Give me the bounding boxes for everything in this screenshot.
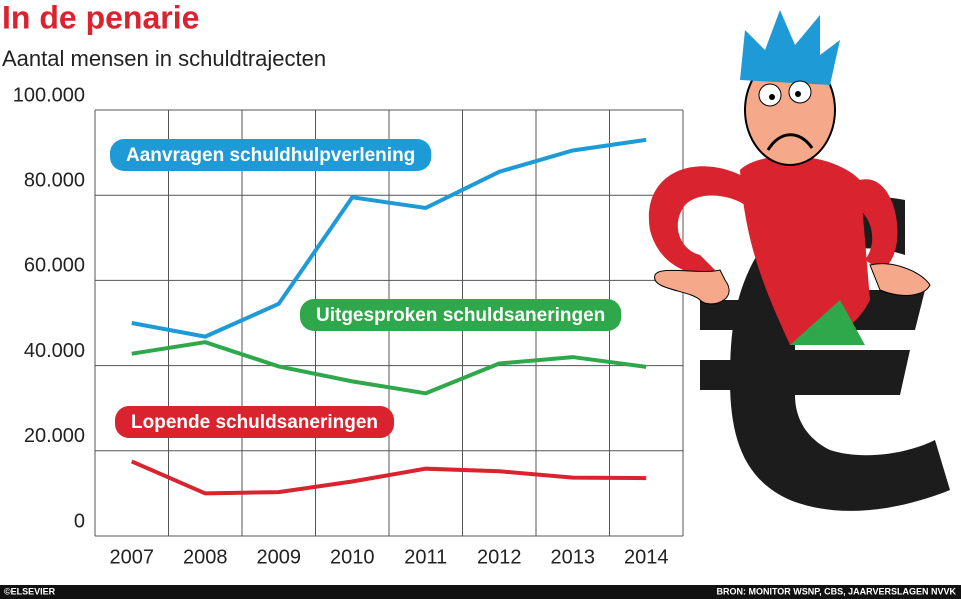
series-line (130, 459, 647, 496)
chart-title: In de penarie (2, 0, 199, 35)
y-tick-label: 60.000 (24, 255, 85, 277)
y-tick-label: 20.000 (24, 425, 85, 447)
legend-pill (110, 139, 432, 171)
y-tick-label: 100.000 (13, 84, 85, 106)
credit: ©ELSEVIER (4, 586, 56, 596)
legend-label: Lopende schuldsaneringen (131, 412, 378, 433)
y-tick-label: 0 (74, 510, 85, 532)
series-line (131, 137, 647, 339)
source: BRON: MONITOR WSNP, CBS, JAARVERSLAGEN N… (716, 586, 956, 596)
x-tick-label: 2008 (183, 546, 228, 568)
x-tick-label: 2010 (330, 546, 375, 568)
legend-pill (300, 299, 622, 331)
chart-subtitle: Aantal mensen in schuldtrajecten (2, 46, 326, 71)
legend-label: Aanvragen schuldhulpverlening (126, 145, 415, 166)
x-tick-label: 2009 (257, 546, 302, 568)
illustration (648, 10, 950, 511)
y-tick-label: 40.000 (24, 340, 85, 362)
y-tick-label: 80.000 (24, 169, 85, 191)
x-tick-label: 2013 (551, 546, 596, 568)
x-tick-label: 2014 (624, 546, 669, 568)
legend-pill (115, 406, 395, 438)
x-tick-label: 2007 (110, 546, 155, 568)
footer-bar (0, 585, 961, 599)
x-tick-label: 2011 (404, 546, 447, 568)
series-line (131, 340, 647, 396)
legend-label: Uitgesproken schuldsaneringen (316, 305, 605, 326)
x-tick-label: 2012 (477, 546, 522, 568)
